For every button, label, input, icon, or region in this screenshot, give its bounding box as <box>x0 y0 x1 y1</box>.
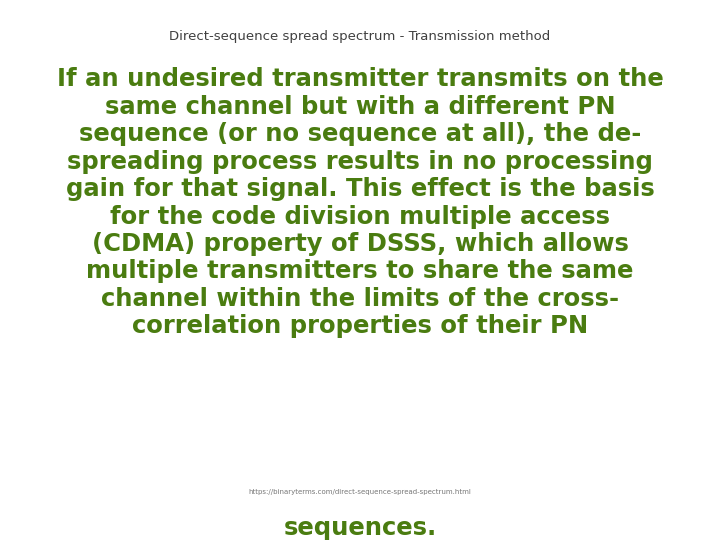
Text: https://binaryterms.com/direct-sequence-spread-spectrum.html: https://binaryterms.com/direct-sequence-… <box>248 489 472 495</box>
Text: sequences.: sequences. <box>284 516 436 539</box>
Text: If an undesired transmitter transmits on the
same channel but with a different P: If an undesired transmitter transmits on… <box>57 68 663 338</box>
Text: Direct-sequence spread spectrum - Transmission method: Direct-sequence spread spectrum - Transm… <box>169 30 551 43</box>
